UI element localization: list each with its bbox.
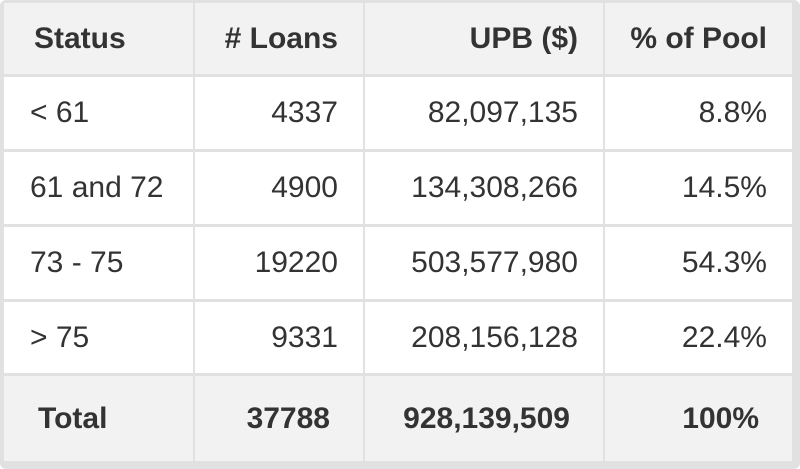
cell-status: 61 and 72 [4,152,193,224]
cell-upb: 503,577,980 [365,227,603,299]
cell-upb: 134,308,266 [365,152,603,224]
cell-pool: 8.8% [605,77,792,149]
total-pool: 100% [605,376,792,461]
cell-loans: 4900 [195,152,363,224]
column-header-status: Status [4,3,193,74]
cell-loans: 9331 [195,302,363,373]
cell-status: 73 - 75 [4,227,193,299]
column-header-upb: UPB ($) [365,3,603,74]
column-header-loans: # Loans [195,3,363,74]
cell-upb: 208,156,128 [365,302,603,373]
cell-loans: 19220 [195,227,363,299]
cell-status: > 75 [4,302,193,373]
cell-pool: 54.3% [605,227,792,299]
cell-status: < 61 [4,77,193,149]
cell-upb: 82,097,135 [365,77,603,149]
table-grid: Status # Loans UPB ($) % of Pool < 61 43… [4,3,792,461]
cell-pool: 22.4% [605,302,792,373]
cell-loans: 4337 [195,77,363,149]
total-upb: 928,139,509 [365,376,603,461]
column-header-pool: % of Pool [605,3,792,74]
total-loans: 37788 [195,376,363,461]
cell-pool: 14.5% [605,152,792,224]
total-label: Total [4,376,193,461]
